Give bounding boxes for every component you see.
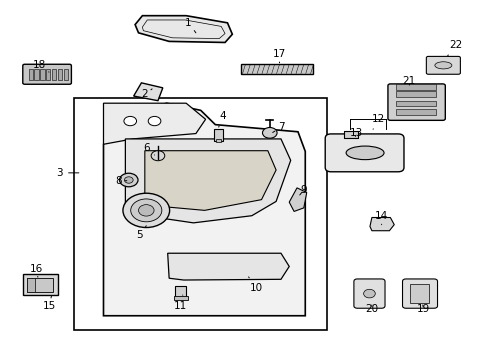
Bar bbox=[216, 139, 221, 142]
FancyBboxPatch shape bbox=[402, 279, 437, 308]
Bar bbox=[240, 64, 312, 73]
Ellipse shape bbox=[434, 62, 451, 69]
Text: 7: 7 bbox=[272, 122, 284, 132]
Bar bbox=[74, 98, 326, 330]
Ellipse shape bbox=[346, 146, 383, 159]
Text: 13: 13 bbox=[349, 128, 362, 138]
Circle shape bbox=[123, 116, 136, 126]
Circle shape bbox=[122, 193, 169, 228]
Text: 14: 14 bbox=[374, 211, 387, 225]
Bar bbox=[23, 274, 58, 295]
Bar bbox=[52, 69, 56, 80]
FancyBboxPatch shape bbox=[387, 84, 445, 120]
Bar bbox=[34, 69, 39, 80]
Bar bbox=[344, 131, 357, 138]
Bar bbox=[175, 287, 186, 297]
Text: 4: 4 bbox=[218, 111, 225, 127]
Text: 8: 8 bbox=[116, 176, 126, 186]
Circle shape bbox=[148, 116, 161, 126]
Text: 15: 15 bbox=[42, 296, 56, 311]
Bar bbox=[27, 278, 53, 292]
Circle shape bbox=[151, 151, 164, 161]
Polygon shape bbox=[288, 188, 306, 211]
Circle shape bbox=[124, 177, 133, 183]
Polygon shape bbox=[144, 151, 276, 210]
Bar bbox=[174, 296, 187, 300]
Bar bbox=[63, 69, 68, 80]
Text: 9: 9 bbox=[299, 185, 306, 195]
Polygon shape bbox=[135, 16, 232, 42]
Bar bbox=[395, 101, 435, 107]
Text: 12: 12 bbox=[371, 113, 384, 129]
FancyBboxPatch shape bbox=[325, 134, 403, 172]
Circle shape bbox=[130, 199, 162, 222]
Bar bbox=[395, 109, 435, 115]
Polygon shape bbox=[369, 217, 393, 231]
Circle shape bbox=[262, 127, 277, 138]
Polygon shape bbox=[103, 103, 205, 144]
Bar bbox=[58, 69, 62, 80]
Text: 6: 6 bbox=[142, 143, 154, 155]
Circle shape bbox=[138, 204, 154, 216]
Bar bbox=[214, 129, 223, 141]
Bar bbox=[40, 69, 44, 80]
Text: 18: 18 bbox=[33, 60, 49, 72]
Text: 17: 17 bbox=[272, 49, 285, 63]
Text: 22: 22 bbox=[447, 40, 462, 56]
Text: 10: 10 bbox=[248, 277, 263, 293]
Text: 19: 19 bbox=[416, 304, 429, 314]
Text: 2: 2 bbox=[141, 89, 152, 99]
Bar bbox=[29, 69, 33, 80]
Polygon shape bbox=[103, 103, 305, 316]
Text: 5: 5 bbox=[136, 226, 146, 240]
FancyBboxPatch shape bbox=[426, 57, 459, 74]
Text: 20: 20 bbox=[365, 304, 378, 314]
Bar bbox=[395, 91, 435, 97]
FancyBboxPatch shape bbox=[23, 64, 71, 84]
Polygon shape bbox=[125, 139, 290, 223]
FancyBboxPatch shape bbox=[353, 279, 384, 308]
Text: 3: 3 bbox=[56, 168, 79, 178]
Polygon shape bbox=[167, 253, 288, 280]
Bar bbox=[395, 84, 435, 90]
Bar bbox=[46, 69, 50, 80]
Bar bbox=[27, 278, 35, 292]
Text: 11: 11 bbox=[173, 295, 186, 311]
Circle shape bbox=[119, 173, 138, 187]
Text: 16: 16 bbox=[30, 264, 43, 277]
Polygon shape bbox=[133, 83, 163, 101]
Text: 1: 1 bbox=[185, 18, 196, 33]
Text: 21: 21 bbox=[402, 76, 415, 86]
Bar bbox=[409, 284, 428, 303]
Circle shape bbox=[363, 289, 374, 298]
